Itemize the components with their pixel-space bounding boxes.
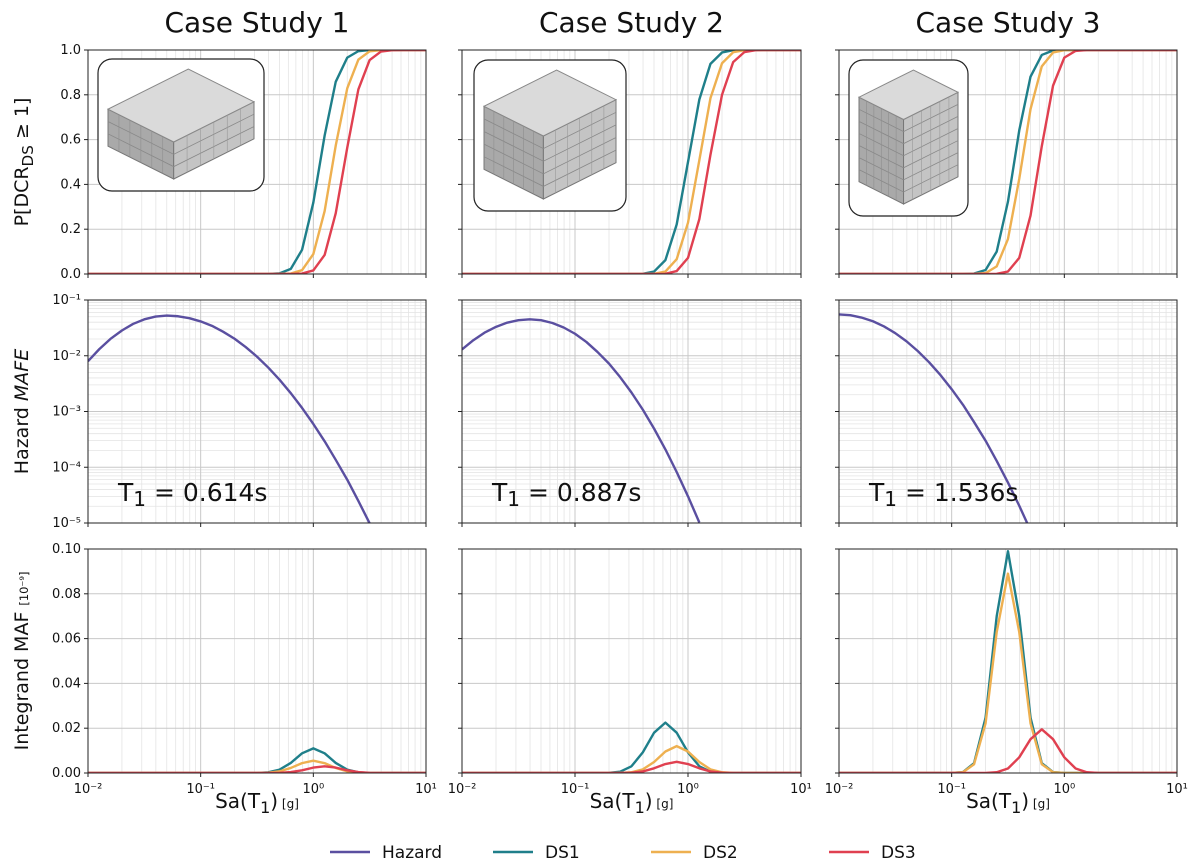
legend-label: Hazard bbox=[382, 843, 442, 863]
legend-label: DS1 bbox=[545, 843, 580, 863]
x-tick-label: 10⁻² bbox=[74, 782, 103, 797]
y-tick-label: 10⁻¹ bbox=[52, 293, 81, 308]
y-axis-label: Hazard MAFE bbox=[11, 349, 33, 474]
text-part: Sa(T bbox=[215, 789, 261, 813]
text-part: [g] bbox=[653, 797, 674, 811]
x-tick-label: 10⁰ bbox=[677, 782, 699, 797]
legend-label: DS3 bbox=[881, 843, 916, 863]
text-part: [10⁻⁹] bbox=[17, 572, 31, 606]
x-tick-label: 10⁰ bbox=[1053, 782, 1075, 797]
series-line bbox=[839, 729, 1177, 773]
legend-item: Hazard bbox=[330, 843, 442, 863]
text-part: ) bbox=[270, 789, 278, 813]
y-tick-label: 0.06 bbox=[52, 632, 81, 647]
y-tick-label: 0.6 bbox=[60, 133, 81, 148]
text-part: ) bbox=[645, 789, 653, 813]
x-axis-label: Sa(T1) [g] bbox=[966, 789, 1050, 817]
legend-item: DS2 bbox=[651, 843, 738, 863]
text-part: 1 bbox=[507, 487, 520, 511]
x-axis-label: Sa(T1) [g] bbox=[590, 789, 674, 817]
building-icon bbox=[98, 59, 264, 191]
x-tick-label: 10⁻² bbox=[448, 782, 477, 797]
series-group bbox=[88, 748, 426, 773]
x-tick-label: 10⁻¹ bbox=[561, 782, 590, 797]
y-axis-label: P[DCRDS ≥ 1] bbox=[11, 98, 37, 227]
series-group bbox=[462, 723, 801, 773]
x-tick-label: 10⁻¹ bbox=[186, 782, 215, 797]
y-tick-label: 0.8 bbox=[60, 88, 81, 103]
panel-title: Case Study 3 bbox=[916, 6, 1101, 39]
y-tick-label: 10⁻² bbox=[52, 349, 81, 364]
y-tick-label: 0.0 bbox=[60, 267, 81, 282]
y-axis-label: Integrand MAF [10⁻⁹] bbox=[11, 572, 33, 751]
text-part: = 0.614s bbox=[146, 478, 267, 507]
series-group bbox=[839, 551, 1177, 773]
annotation: T1 = 1.536s bbox=[868, 478, 1018, 511]
series-line bbox=[462, 723, 801, 773]
panel-title: Case Study 2 bbox=[539, 6, 724, 39]
text-part: Integrand MAF bbox=[11, 606, 33, 751]
page: 0.0 0.2 0.4 0.6 0.8 1.0 Case Study 1 P[DCRDS ≥ … bbox=[0, 0, 1197, 867]
x-tick-label: 10¹ bbox=[1166, 782, 1188, 797]
panel: 10⁻² 10⁻¹ 10⁰ 10¹ bbox=[448, 549, 812, 797]
text-part: Sa(T bbox=[590, 789, 636, 813]
y-tick-label: 0.2 bbox=[60, 222, 81, 237]
series-line bbox=[88, 766, 426, 773]
text-part: 1 bbox=[635, 798, 645, 817]
panel: 10⁻² 10⁻¹ 10⁰ 10¹ 0.00 0.02 0.04 0.06 0.08 0.10 bbox=[52, 542, 437, 797]
y-tick-label: 0.08 bbox=[52, 587, 81, 602]
text-part: = 1.536s bbox=[897, 478, 1018, 507]
plot-frame bbox=[839, 549, 1177, 773]
text-part: T bbox=[117, 478, 134, 507]
y-tick-label: 0.04 bbox=[52, 676, 81, 691]
series-line bbox=[88, 761, 426, 773]
series-line bbox=[462, 746, 801, 773]
text-part: 1 bbox=[884, 487, 897, 511]
panel-title: Case Study 1 bbox=[165, 6, 350, 39]
text-part: 1 bbox=[1011, 798, 1021, 817]
plot-frame bbox=[88, 549, 426, 773]
y-tick-label: 10⁻⁵ bbox=[52, 516, 81, 531]
text-part: 1 bbox=[133, 487, 146, 511]
series-line bbox=[88, 748, 426, 773]
y-tick-label: 1.0 bbox=[60, 43, 81, 58]
x-axis-label: Sa(T1) [g] bbox=[215, 789, 299, 817]
text-part: T bbox=[491, 478, 508, 507]
series-line bbox=[839, 551, 1177, 773]
text-part: DS bbox=[19, 145, 37, 166]
annotation: T1 = 0.614s bbox=[117, 478, 267, 511]
panel: 10⁻² 10⁻¹ 10⁰ 10¹ bbox=[825, 549, 1188, 797]
y-tick-label: 0.10 bbox=[52, 542, 81, 557]
text-part: MAFE bbox=[11, 349, 33, 401]
x-tick-label: 10⁻¹ bbox=[937, 782, 966, 797]
legend-label: DS2 bbox=[703, 843, 738, 863]
text-part: P[DCR bbox=[11, 166, 33, 226]
legend-item: DS1 bbox=[493, 843, 580, 863]
building-icon bbox=[849, 60, 968, 216]
plot-frame bbox=[462, 549, 801, 773]
text-part: = 0.887s bbox=[520, 478, 641, 507]
text-part: ) bbox=[1021, 789, 1029, 813]
x-tick-label: 10¹ bbox=[790, 782, 812, 797]
building-icon bbox=[474, 60, 626, 211]
text-part: Hazard bbox=[11, 401, 33, 474]
x-tick-label: 10⁻² bbox=[825, 782, 854, 797]
x-tick-label: 10¹ bbox=[415, 782, 437, 797]
y-tick-label: 0.02 bbox=[52, 721, 81, 736]
text-part: ≥ 1] bbox=[11, 98, 33, 146]
figure: 0.0 0.2 0.4 0.6 0.8 1.0 Case Study 1 P[DCRDS ≥ … bbox=[0, 0, 1197, 863]
text-part: [g] bbox=[1029, 797, 1050, 811]
y-tick-label: 0.4 bbox=[60, 177, 81, 192]
text-part: [g] bbox=[278, 797, 299, 811]
text-part: Sa(T bbox=[966, 789, 1012, 813]
text-part: T bbox=[868, 478, 885, 507]
series-line bbox=[839, 574, 1177, 773]
legend-item: DS3 bbox=[829, 843, 916, 863]
y-tick-label: 0.00 bbox=[52, 766, 81, 781]
y-tick-label: 10⁻³ bbox=[52, 405, 81, 420]
annotation: T1 = 0.887s bbox=[491, 478, 641, 511]
y-tick-label: 10⁻⁴ bbox=[52, 460, 81, 475]
text-part: 1 bbox=[260, 798, 270, 817]
x-tick-label: 10⁰ bbox=[302, 782, 324, 797]
